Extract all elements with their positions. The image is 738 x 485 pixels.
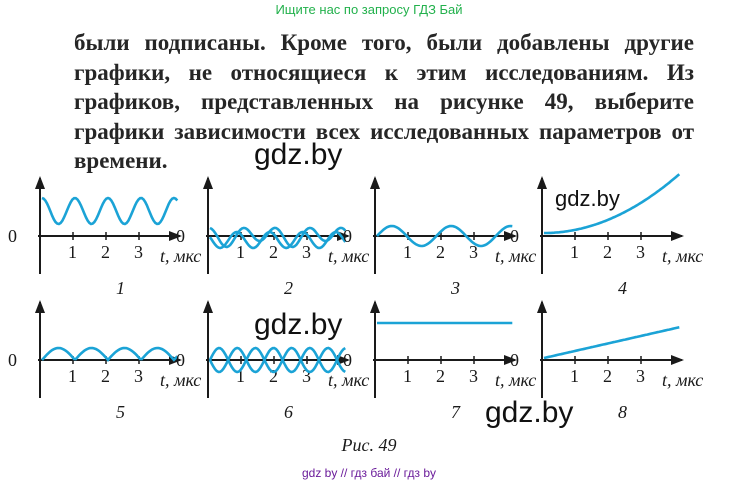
watermark: gdz.by [254, 138, 343, 171]
x-axis-arrow [337, 355, 350, 365]
origin-label: 0 [510, 350, 519, 370]
x-tick-label: 1 [570, 242, 579, 262]
y-axis-arrow [203, 176, 213, 189]
watermark: gdz.by [555, 186, 620, 211]
x-tick-label: 1 [570, 366, 579, 386]
x-tick-label: 1 [68, 242, 77, 262]
y-axis-arrow [203, 300, 213, 313]
graph-curve [41, 196, 179, 226]
graph-curve [208, 346, 346, 374]
y-axis-arrow [35, 176, 45, 189]
watermark: gdz.by [485, 396, 574, 429]
graph-number: 8 [618, 402, 627, 422]
origin-label: 0 [8, 226, 17, 246]
x-tick-label: 1 [236, 366, 245, 386]
x-axis-label: t, мкс [662, 370, 703, 390]
x-tick-label: 2 [101, 242, 110, 262]
y-axis-arrow [370, 300, 380, 313]
x-axis-arrow [504, 231, 517, 241]
task-paragraph: были подписаны. Кроме того, были добавле… [74, 30, 694, 173]
x-axis-arrow [504, 355, 517, 365]
x-tick-label: 3 [636, 242, 645, 262]
x-tick-label: 1 [403, 242, 412, 262]
x-axis-label: t, мкс [495, 246, 536, 266]
x-tick-label: 2 [269, 366, 278, 386]
x-axis-arrow [671, 231, 684, 241]
y-axis-arrow [537, 300, 547, 313]
watermark: gdz.by [254, 308, 343, 341]
y-axis-arrow [537, 176, 547, 189]
origin-label: 0 [176, 350, 185, 370]
y-axis-arrow [35, 300, 45, 313]
x-tick-label: 3 [134, 366, 143, 386]
y-axis-arrow [370, 176, 380, 189]
graph-number: 7 [451, 402, 461, 422]
graph-curve [41, 346, 179, 363]
x-tick-label: 3 [469, 242, 478, 262]
footer-links[interactable]: gdz by // гдз бай // гдз by [301, 466, 437, 480]
search-hint-link[interactable]: Ищите нас по запросу ГДЗ Бай [275, 2, 463, 17]
x-tick-label: 3 [302, 242, 311, 262]
x-tick-label: 1 [403, 366, 412, 386]
graph-number: 4 [618, 278, 627, 298]
x-tick-label: 2 [603, 366, 612, 386]
graph-number: 3 [450, 278, 460, 298]
x-tick-label: 2 [603, 242, 612, 262]
x-axis-label: t, мкс [495, 370, 536, 390]
graph-curve [543, 326, 680, 360]
graph-number: 2 [284, 278, 293, 298]
x-axis-label: t, мкс [328, 370, 369, 390]
graph-curve [208, 230, 347, 250]
x-tick-label: 2 [269, 242, 278, 262]
x-tick-label: 1 [236, 242, 245, 262]
x-tick-label: 1 [68, 366, 77, 386]
graph-number: 1 [116, 278, 125, 298]
origin-label: 0 [343, 226, 352, 246]
x-tick-label: 3 [134, 242, 143, 262]
origin-label: 0 [510, 226, 519, 246]
x-axis-arrow [169, 231, 182, 241]
graph-curve [376, 224, 513, 248]
x-tick-label: 3 [302, 366, 311, 386]
x-axis-label: t, мкс [328, 246, 369, 266]
graph-curve [209, 226, 347, 249]
x-tick-label: 3 [636, 366, 645, 386]
origin-label: 0 [343, 350, 352, 370]
x-axis-label: t, мкс [662, 246, 703, 266]
x-axis-arrow [671, 355, 684, 365]
x-axis-label: t, мкс [160, 370, 201, 390]
x-tick-label: 3 [469, 366, 478, 386]
origin-label: 0 [176, 226, 185, 246]
origin-label: 0 [8, 350, 17, 370]
x-axis-label: t, мкс [160, 246, 201, 266]
graph-curve [544, 173, 681, 235]
graph-number: 5 [116, 402, 125, 422]
graph-curve [208, 346, 346, 374]
figure-caption: Рис. 49 [341, 435, 397, 455]
x-tick-label: 2 [436, 242, 445, 262]
x-tick-label: 2 [101, 366, 110, 386]
x-tick-label: 2 [436, 366, 445, 386]
graph-number: 6 [284, 402, 293, 422]
